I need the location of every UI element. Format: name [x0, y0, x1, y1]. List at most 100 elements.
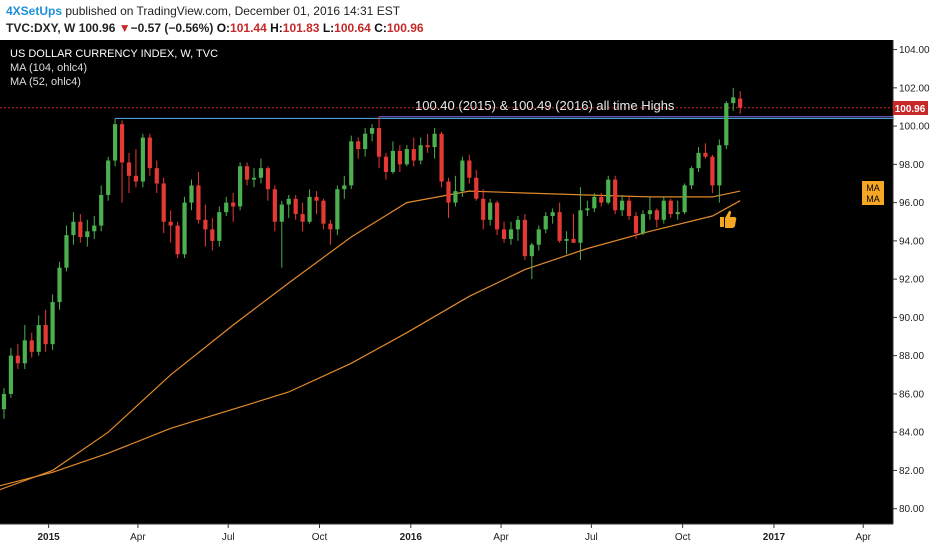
candle-body-up — [578, 210, 583, 243]
candle-body-up — [432, 133, 437, 148]
y-tick-label: 96.00 — [899, 198, 924, 209]
candle-body-up — [182, 202, 187, 255]
candle-body-up — [717, 145, 722, 186]
thumbs-up-icon[interactable] — [720, 210, 737, 228]
candle-body-down — [126, 162, 132, 176]
candle-body-down — [175, 225, 180, 255]
y-tick-label: 102.00 — [899, 83, 930, 94]
moving-averages — [0, 190, 741, 491]
x-tick-label: Apr — [130, 532, 146, 543]
candle-body-down — [161, 183, 166, 222]
candle-body-up — [592, 196, 597, 209]
time-axis[interactable] — [0, 524, 893, 550]
ma-badge[interactable] — [862, 181, 884, 205]
candle-body-up — [675, 212, 680, 215]
candle-body-up — [543, 216, 548, 230]
candle-body-up — [251, 177, 257, 180]
legend-ma-104[interactable]: MA (104, ohlc4) — [10, 62, 87, 74]
y-tick-label: 104.00 — [899, 45, 930, 56]
candle-body-up — [349, 141, 354, 186]
candle-body-down — [633, 216, 639, 234]
candle-body-down — [501, 229, 507, 239]
ma-badge-label-2: MA — [866, 194, 880, 204]
candle-body-up — [682, 185, 687, 213]
candle-body-down — [119, 124, 125, 163]
candle-body-down — [738, 98, 743, 108]
candle-body-up — [390, 150, 396, 172]
candle-body-up — [217, 212, 222, 241]
candle-body-up — [731, 97, 736, 104]
x-tick-label: Jul — [222, 532, 235, 543]
candle-body-up — [224, 202, 229, 213]
candle-body-up — [640, 214, 646, 234]
candle-body-down — [321, 200, 326, 224]
open-value: 101.44 — [230, 21, 267, 35]
y-tick-label: 90.00 — [899, 313, 924, 324]
price-chart[interactable]: 80.00 82.00 84.00 86.00 88.00 90.00 92.00 94.00… — [0, 40, 932, 550]
y-tick-label: 92.00 — [899, 275, 924, 286]
close-value: 100.96 — [386, 21, 424, 35]
candle-body-down — [599, 196, 604, 203]
plot-area[interactable] — [0, 40, 893, 524]
candle-body-down — [571, 238, 576, 243]
x-tick-label: Apr — [855, 532, 871, 543]
candle-body-down — [203, 219, 208, 230]
candle-body-down — [654, 210, 659, 220]
candle-body-up — [661, 200, 666, 220]
candle-body-up — [8, 355, 14, 394]
candle-body-up — [106, 160, 111, 195]
high-label: H: — [270, 21, 283, 35]
open-label: O: — [216, 21, 231, 35]
ma-badge-label-1: MA — [866, 183, 880, 193]
y-tick-label: 84.00 — [899, 428, 924, 439]
candle-body-up — [57, 267, 62, 303]
candle-body-up — [342, 185, 347, 190]
candle-body-up — [112, 124, 118, 161]
candle-body-up — [488, 202, 493, 220]
candle-body-up — [550, 212, 555, 216]
low-label: L: — [322, 21, 335, 35]
y-tick-label: 100.00 — [899, 122, 930, 133]
candle-body-up — [620, 200, 625, 211]
price-axis[interactable] — [893, 40, 932, 550]
y-tick-label: 82.00 — [899, 466, 924, 477]
legend-ma-52[interactable]: MA (52, ohlc4) — [10, 76, 81, 88]
last-price-tag — [893, 101, 928, 115]
candle-body-up — [453, 191, 458, 203]
symbol-label: TVC:DXY, W — [6, 21, 76, 35]
candle-body-up — [92, 225, 97, 232]
y-tick-label: 86.00 — [899, 389, 924, 400]
candle-body-up — [696, 152, 701, 169]
x-tick-label: Apr — [493, 532, 509, 543]
author-link[interactable]: 4XSetUps — [6, 4, 63, 18]
all-time-highs-annotation[interactable]: 100.40 (2015) & 100.49 (2016) all time H… — [415, 98, 675, 113]
candle-body-down — [78, 221, 83, 238]
candle-body-up — [1, 393, 7, 410]
candle-body-up — [418, 145, 423, 161]
candle-body-down — [703, 152, 708, 157]
y-tick-label: 88.00 — [899, 351, 924, 362]
candle-body-down — [210, 229, 215, 241]
candle-body-up — [529, 244, 534, 257]
candle-body-down — [154, 168, 159, 184]
candle-body-up — [724, 103, 729, 146]
y-tick-label: 98.00 — [899, 160, 924, 171]
x-axis-ticks: 2015 Apr Jul Oct 2016 Apr Jul Oct 2017 Apr — [37, 524, 872, 543]
candle-body-up — [22, 340, 27, 364]
candle-body-down — [626, 200, 632, 216]
legend-title: US DOLLAR CURRENCY INDEX, W, TVC — [10, 48, 218, 60]
published-text: published on TradingView.com, December 0… — [65, 4, 401, 18]
candle-body-down — [710, 156, 715, 186]
candle-body-down — [439, 133, 444, 182]
candle-body-up — [606, 179, 611, 203]
candle-body-up — [335, 189, 340, 230]
candle-body-down — [613, 179, 618, 211]
candle-body-down — [244, 166, 250, 180]
candle-body-up — [286, 198, 291, 205]
candle-body-up — [508, 229, 514, 239]
candlesticks — [1, 87, 743, 419]
candle-body-up — [36, 325, 41, 352]
candle-body-up — [369, 128, 375, 134]
candle-body-down — [522, 219, 527, 257]
candle-body-down — [29, 340, 34, 352]
